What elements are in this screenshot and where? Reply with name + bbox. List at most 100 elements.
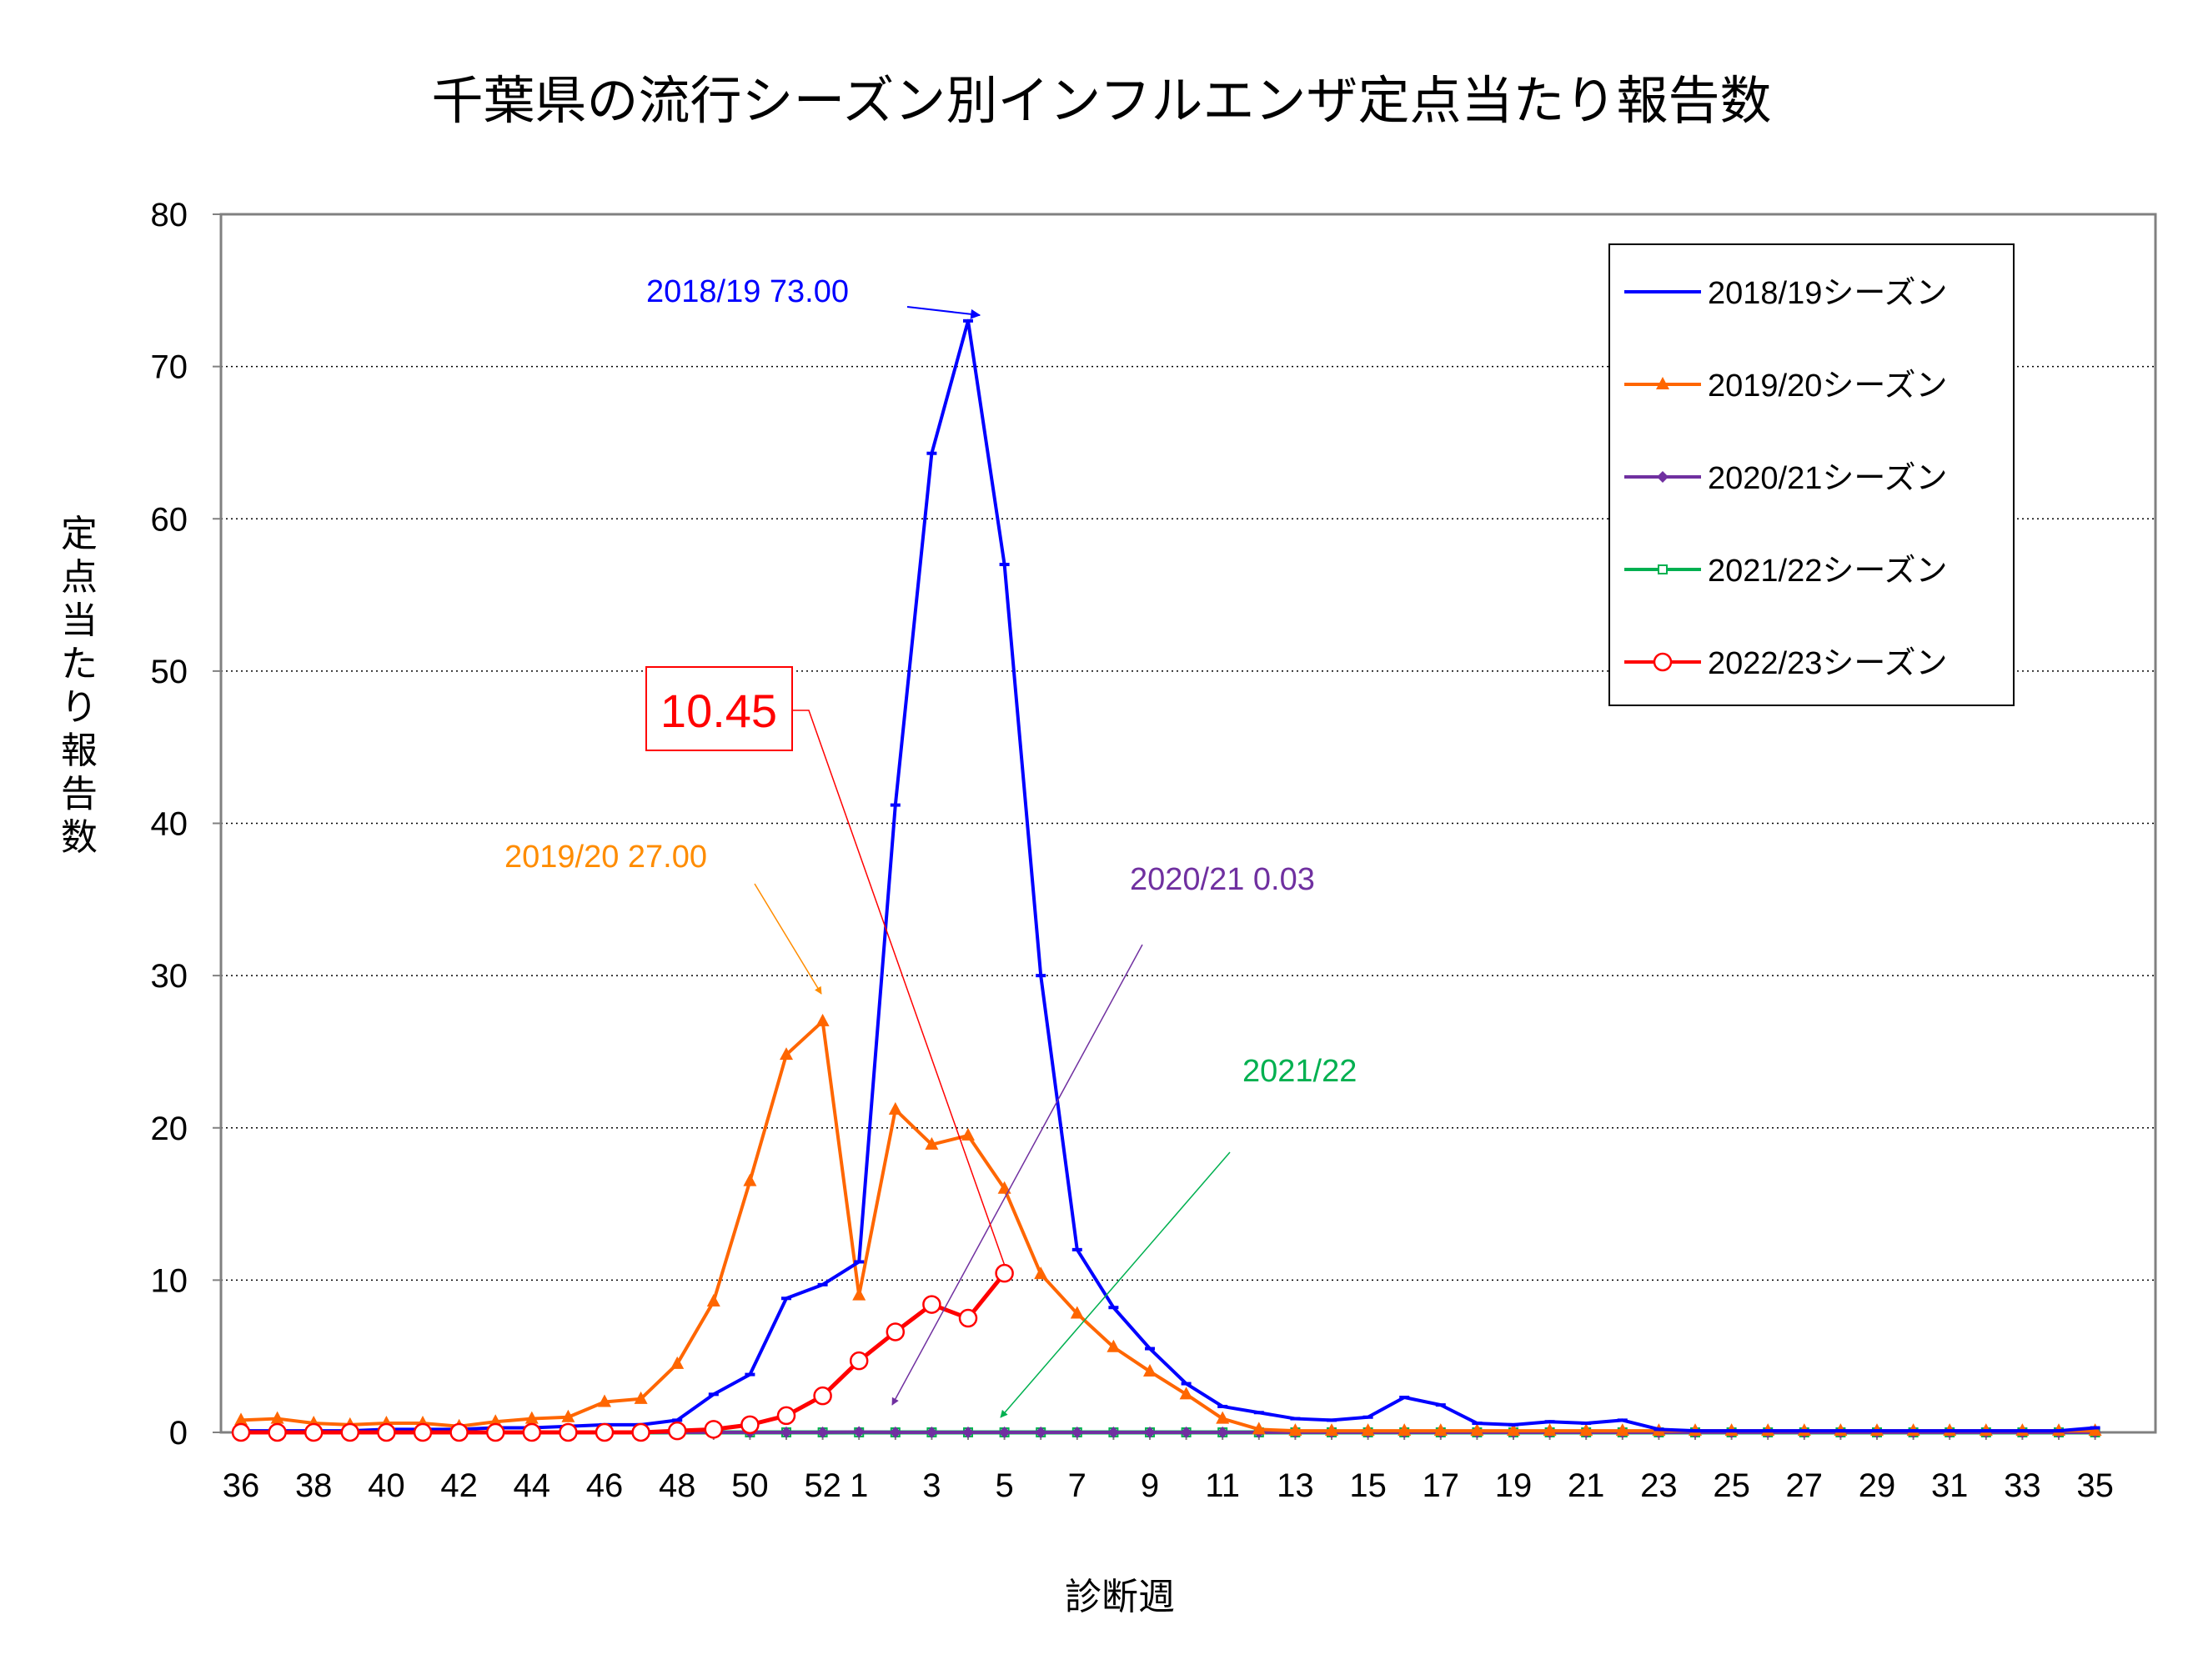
- data-point: [888, 1101, 902, 1115]
- x-tick-label: 46: [586, 1467, 624, 1504]
- x-tick-label: 5: [995, 1467, 1013, 1504]
- data-point: [1144, 1427, 1156, 1438]
- annotation-arrow: [754, 883, 822, 995]
- data-point: [1433, 1423, 1448, 1437]
- data-point: [1070, 1306, 1084, 1319]
- data-point: [561, 1409, 575, 1422]
- x-tick-label: 27: [1786, 1467, 1824, 1504]
- data-point: [1034, 1266, 1048, 1280]
- data-point: [489, 1414, 503, 1427]
- x-tick-label: 11: [1205, 1467, 1240, 1504]
- data-point: [998, 1427, 1011, 1438]
- x-tick-label: 42: [440, 1467, 478, 1504]
- legend-label: 2022/23シーズン: [1708, 646, 1947, 681]
- y-tick-label: 30: [151, 958, 188, 995]
- data-point: [231, 1422, 251, 1442]
- data-point: [595, 1422, 615, 1442]
- data-point: [1579, 1423, 1593, 1437]
- y-axis-title-char: り: [61, 686, 98, 729]
- x-tick-label: 33: [2004, 1467, 2041, 1504]
- data-point: [598, 1394, 611, 1407]
- legend-item: 2018/19シーズン: [1624, 276, 1947, 311]
- data-point: [886, 1322, 906, 1341]
- y-axis-title-char: た: [61, 643, 98, 685]
- x-tick-label: 40: [368, 1467, 405, 1504]
- x-tick-label: 50: [731, 1467, 769, 1504]
- y-axis-title-char: 当: [61, 599, 98, 642]
- data-point: [925, 1136, 939, 1150]
- data-point: [780, 1047, 793, 1061]
- callout-leader: [792, 710, 1006, 1266]
- legend-item: 2019/20シーズン: [1624, 369, 1947, 404]
- data-point: [962, 1427, 974, 1438]
- data-point: [1216, 1411, 1230, 1424]
- data-point: [743, 1173, 757, 1186]
- data-point: [995, 1263, 1014, 1283]
- annotation-label: 2020/21 0.03: [1130, 862, 1315, 897]
- data-point: [1180, 1427, 1192, 1438]
- data-point: [1071, 1427, 1083, 1438]
- data-point: [958, 1308, 978, 1328]
- y-axis-title-char: 定: [61, 513, 98, 555]
- callout-box: [645, 666, 793, 751]
- x-tick-label: 31: [1931, 1467, 1969, 1504]
- data-point: [849, 1351, 869, 1371]
- data-point: [1507, 1423, 1520, 1437]
- data-point: [1543, 1423, 1557, 1437]
- data-point: [1107, 1427, 1120, 1438]
- data-point: [922, 1295, 941, 1314]
- y-tick-label: 60: [151, 501, 188, 538]
- series-2019/20シーズン: [234, 1013, 2102, 1437]
- data-point: [780, 1427, 792, 1438]
- data-point: [1179, 1387, 1193, 1400]
- legend-label: 2021/22シーズン: [1708, 554, 1947, 589]
- data-point: [1217, 1427, 1229, 1438]
- x-tick-label: 52: [804, 1467, 841, 1504]
- data-point: [485, 1422, 505, 1442]
- y-tick-label: 70: [151, 349, 188, 386]
- data-point: [1252, 1422, 1266, 1435]
- y-axis-ticks: 0 10 20 30 40 50 60 70 80: [151, 197, 221, 1452]
- x-axis-ticks: 36 38 40 42 44 46 48 50 52 1 3 5 7 9 11 13 15 17 19 21 23 25 2…: [223, 1432, 2114, 1504]
- data-point: [816, 1427, 829, 1438]
- annotation-label: 2019/20 27.00: [504, 840, 707, 875]
- x-tick-label: 17: [1423, 1467, 1460, 1504]
- data-point: [1656, 377, 1669, 389]
- data-point: [413, 1422, 433, 1442]
- x-tick-label: 3: [922, 1467, 941, 1504]
- data-point: [268, 1422, 287, 1442]
- data-point: [524, 1411, 539, 1424]
- y-tick-label: 80: [151, 197, 188, 233]
- data-point: [997, 1181, 1011, 1194]
- y-axis-title-char: 告: [61, 773, 98, 815]
- annotation-arrow: [906, 306, 981, 319]
- y-tick-label: 50: [151, 654, 188, 690]
- callout-label: 10.45: [660, 685, 777, 737]
- data-point: [449, 1422, 469, 1442]
- data-point: [776, 1406, 796, 1426]
- x-tick-label: 23: [1640, 1467, 1678, 1504]
- y-tick-label: 20: [151, 1111, 188, 1147]
- data-point: [304, 1422, 324, 1442]
- x-tick-label: 21: [1568, 1467, 1605, 1504]
- data-point: [1615, 1423, 1629, 1437]
- data-point: [1658, 564, 1668, 574]
- x-tick-label: 13: [1277, 1467, 1314, 1504]
- data-point: [1398, 1423, 1412, 1437]
- data-point: [377, 1422, 396, 1442]
- x-tick-label: 1: [850, 1467, 868, 1504]
- data-point: [740, 1415, 760, 1435]
- data-point: [1143, 1363, 1157, 1377]
- y-axis-title-char: 点: [61, 556, 98, 599]
- x-tick-label: 9: [1141, 1467, 1159, 1504]
- series-layer: [231, 318, 2102, 1442]
- data-point: [1657, 471, 1669, 483]
- chart-title: 千葉県の流行シーズン別インフルエンザ定点当たり報告数: [431, 70, 1771, 131]
- annotation-label: 2018/19 73.00: [646, 274, 849, 309]
- legend-item: 2021/22シーズン: [1624, 554, 1947, 589]
- y-tick-label: 0: [169, 1415, 188, 1452]
- annotation-arrow: [1000, 1151, 1231, 1418]
- y-axis-title: 定点当たり報告数: [61, 513, 98, 859]
- data-point: [1035, 1427, 1047, 1438]
